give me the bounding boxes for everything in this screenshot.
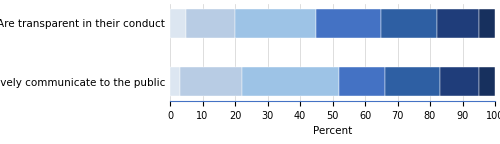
Bar: [479, 9, 495, 38]
Bar: [479, 67, 495, 96]
Bar: [382, 9, 436, 38]
Bar: [186, 9, 235, 38]
Bar: [339, 67, 384, 96]
Bar: [436, 9, 479, 38]
Bar: [440, 67, 479, 96]
Bar: [180, 67, 242, 96]
Bar: [384, 67, 440, 96]
X-axis label: Percent: Percent: [313, 126, 352, 136]
Bar: [235, 9, 316, 38]
Bar: [316, 9, 382, 38]
Bar: [242, 67, 339, 96]
Bar: [170, 9, 186, 38]
Bar: [170, 67, 180, 96]
